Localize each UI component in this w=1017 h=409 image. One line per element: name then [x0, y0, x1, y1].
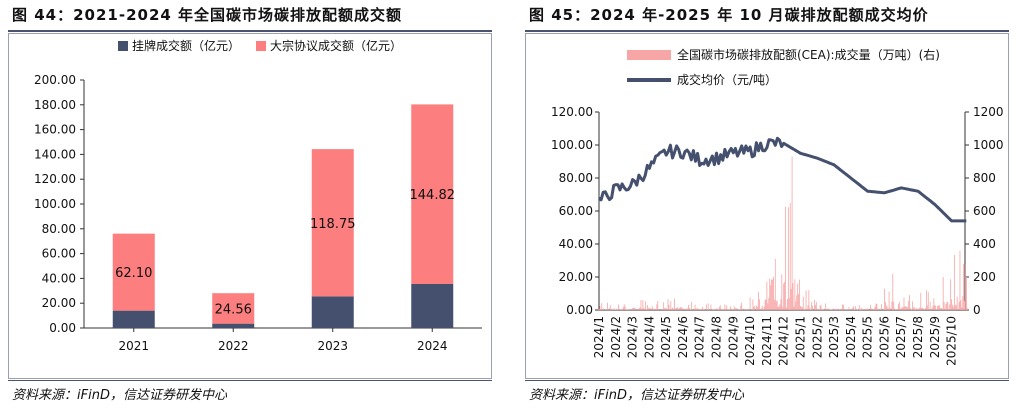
right-x-tick-label: 2024/3 [626, 316, 640, 358]
left-y-tick-label: 180.00 [34, 98, 76, 112]
left-x-tick-label: 2023 [317, 339, 348, 353]
right-right-tick-label: 600 [973, 204, 996, 218]
bar-block-2023 [311, 149, 354, 297]
left-chart: 0.00 20.00 40.00 60.00 80.00 100.00 120.00 140.… [34, 38, 482, 353]
right-legend-label-volume: 全国碳市场碳排放配额(CEA):成交量（万吨）(右) [677, 47, 940, 62]
left-y-tick-label: 0.00 [49, 321, 76, 335]
left-y-tick-label: 200.00 [34, 73, 76, 87]
right-left-tick-label: 80.00 [559, 171, 593, 185]
data-label-2021: 62.10 [115, 266, 152, 281]
right-left-tick-label: 60.00 [559, 204, 593, 218]
right-x-tick-label: 2025/7 [894, 316, 908, 358]
right-x-tick-label: 2024/4 [642, 316, 656, 358]
bar-block-2024 [411, 104, 454, 284]
left-x-tick-label: 2021 [118, 339, 149, 353]
left-legend-swatch-1 [256, 41, 266, 51]
right-source-divider [525, 380, 1009, 381]
data-label-2023: 118.75 [310, 217, 356, 232]
right-right-tick-label: 1000 [973, 138, 1004, 152]
right-right-tick-label: 200 [973, 270, 996, 284]
right-x-tick-label: 2024/7 [693, 316, 707, 358]
price-line [598, 136, 967, 223]
bar-listed-2022 [212, 323, 255, 328]
right-x-tick-label: 2024/2 [609, 316, 623, 358]
right-left-tick-label: 20.00 [559, 270, 593, 284]
left-y-tick-label: 80.00 [42, 222, 76, 236]
right-figure: 图 45：2024 年-2025 年 10 月碳排放配额成交均价 0.00 20.… [517, 0, 1017, 409]
right-x-tick-label: 2024/5 [659, 316, 673, 358]
left-legend-label-1: 大宗协议成交额（亿元） [270, 38, 402, 53]
left-x-tick-label: 2022 [218, 339, 249, 353]
right-left-tick-label: 40.00 [559, 237, 593, 251]
left-y-tick-label: 120.00 [34, 172, 76, 186]
right-x-tick-label: 2024/6 [676, 316, 690, 358]
left-y-tick-label: 100.00 [34, 197, 76, 211]
right-x-tick-label: 2024/9 [726, 316, 740, 358]
left-source: 资料来源：iFinD，信达证券研发中心 [12, 388, 227, 403]
right-x-tick-label: 2025/10 [945, 316, 959, 366]
right-chart: 0.00 20.00 40.00 60.00 80.00 100.00 120.00 0 200… [551, 47, 1004, 366]
right-x-tick-label: 2025/5 [861, 316, 875, 358]
left-y-tick-label: 160.00 [34, 123, 76, 137]
right-right-tick-label: 400 [973, 237, 996, 251]
left-figure: 图 44：2021-2024 年全国碳市场碳排放配额成交额 0.00 20.00 4… [0, 0, 500, 409]
bar-listed-2023 [311, 296, 354, 328]
right-source: 资料来源：iFinD，信达证券研发中心 [529, 388, 744, 403]
right-x-tick-label: 2025/4 [844, 316, 858, 358]
right-x-tick-label: 2025/1 [793, 316, 807, 358]
left-legend-label-0: 挂牌成交额（亿元） [132, 38, 240, 53]
left-y-tick-label: 60.00 [42, 247, 76, 261]
right-right-tick-label: 800 [973, 171, 996, 185]
bar-listed-2021 [112, 310, 155, 328]
left-source-divider [8, 380, 492, 381]
right-figure-title: 图 45：2024 年-2025 年 10 月碳排放配额成交均价 [529, 6, 929, 24]
right-x-tick-label: 2025/3 [827, 316, 841, 358]
left-title-bar: 图 44：2021-2024 年全国碳市场碳排放配额成交额 [8, 0, 492, 32]
right-plot-frame [525, 33, 1009, 379]
left-y-tick-label: 140.00 [34, 147, 76, 161]
right-legend-label-price: 成交均价（元/吨） [677, 72, 777, 87]
left-legend-swatch-0 [118, 41, 128, 51]
right-x-tick-label: 2024/1 [592, 316, 606, 358]
right-left-tick-label: 120.00 [551, 105, 593, 119]
bar-listed-2024 [411, 283, 454, 328]
right-x-tick-label: 2024/10 [743, 316, 757, 366]
bar-block-2022 [212, 293, 255, 324]
right-x-tick-label: 2025/2 [810, 316, 824, 358]
right-x-tick-label: 2025/8 [911, 316, 925, 358]
bar-block-2021 [112, 233, 155, 311]
right-right-tick-label: 1200 [973, 105, 1004, 119]
left-y-tick-label: 40.00 [42, 271, 76, 285]
left-y-tick-label: 20.00 [42, 296, 76, 310]
right-x-tick-label: 2025/6 [877, 316, 891, 358]
right-x-tick-label: 2024/8 [710, 316, 724, 358]
right-left-tick-label: 0.00 [566, 303, 593, 317]
right-legend-swatch-volume [627, 50, 671, 60]
data-label-2022: 24.56 [215, 302, 252, 317]
right-x-tick-label: 2024/11 [760, 316, 774, 366]
right-right-tick-label: 0 [973, 303, 981, 317]
left-x-tick-label: 2024 [417, 339, 448, 353]
right-x-tick-label: 2024/12 [777, 316, 791, 366]
right-x-tick-label: 2025/9 [928, 316, 942, 358]
data-label-2024: 144.82 [410, 188, 456, 203]
right-left-tick-label: 100.00 [551, 138, 593, 152]
right-title-bar: 图 45：2024 年-2025 年 10 月碳排放配额成交均价 [525, 0, 1009, 32]
left-figure-title: 图 44：2021-2024 年全国碳市场碳排放配额成交额 [12, 6, 403, 24]
